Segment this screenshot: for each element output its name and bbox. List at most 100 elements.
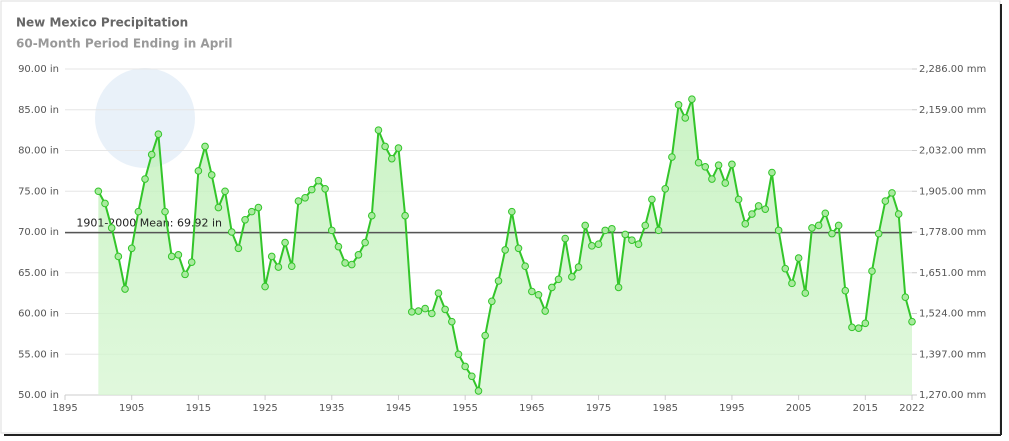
point	[768, 168, 776, 177]
point	[374, 126, 383, 134]
point	[834, 221, 843, 230]
point	[561, 234, 569, 243]
point	[474, 387, 483, 395]
y2-tick-label: 1,905.00 mm	[919, 186, 986, 197]
point	[267, 252, 276, 261]
y-tick-label: 60.00 in	[18, 309, 59, 320]
x-tick-label: 1915	[186, 403, 211, 414]
point	[808, 224, 816, 232]
point	[307, 185, 316, 194]
point	[541, 307, 549, 315]
point	[414, 307, 423, 315]
point	[181, 270, 189, 279]
point	[548, 283, 556, 292]
point	[908, 317, 916, 326]
point	[568, 273, 576, 281]
point	[781, 264, 790, 273]
point	[748, 210, 756, 218]
point	[394, 144, 403, 152]
x-tick-label: 1935	[319, 403, 344, 414]
x-tick-label: 2015	[853, 403, 878, 414]
y2-tick-label: 1,397.00 mm	[919, 349, 986, 360]
point	[247, 207, 256, 216]
point	[154, 130, 163, 138]
x-tick-label: 2022	[899, 403, 924, 414]
point	[714, 161, 723, 169]
point	[701, 163, 710, 171]
point	[421, 304, 429, 313]
y-tick-label: 70.00 in	[18, 227, 59, 238]
x-tick-label: 1895	[52, 403, 77, 414]
point	[161, 207, 169, 216]
y-tick-label: 50.00 in	[18, 390, 59, 401]
point	[428, 309, 436, 318]
y2-tick-label: 1,524.00 mm	[919, 309, 986, 320]
point	[461, 362, 469, 371]
point	[894, 210, 903, 218]
y2-tick-label: 1,270.00 mm	[919, 390, 986, 401]
point	[821, 209, 830, 218]
point	[634, 240, 643, 249]
y2-tick-label: 1,778.00 mm	[919, 227, 986, 238]
point	[668, 153, 676, 161]
point	[134, 207, 143, 216]
chart-title: New Mexico Precipitation	[16, 16, 188, 30]
point	[901, 293, 910, 302]
point	[101, 199, 109, 208]
point	[347, 260, 356, 269]
y2-tick-label: 1,651.00 mm	[919, 268, 986, 279]
point	[681, 114, 690, 122]
point	[367, 211, 376, 220]
point	[354, 251, 363, 259]
point	[187, 258, 196, 266]
point	[874, 229, 883, 238]
point	[608, 224, 616, 233]
point	[514, 244, 523, 253]
point	[448, 317, 456, 326]
point	[321, 185, 329, 193]
point	[534, 290, 543, 299]
point	[521, 262, 529, 271]
point	[401, 211, 409, 220]
y2-tick-label: 2,159.00 mm	[919, 105, 986, 116]
point	[501, 246, 509, 254]
point	[147, 150, 156, 159]
point	[481, 331, 489, 340]
point	[721, 179, 730, 187]
point	[774, 226, 783, 235]
point	[868, 267, 876, 275]
point	[468, 372, 476, 381]
point	[121, 285, 129, 293]
point	[674, 101, 683, 109]
point	[841, 286, 850, 295]
point	[881, 197, 890, 205]
point	[334, 242, 343, 251]
point	[408, 308, 416, 316]
point	[708, 175, 716, 183]
point	[301, 193, 309, 202]
point	[628, 236, 636, 244]
point	[381, 142, 389, 151]
y-tick-label: 55.00 in	[18, 349, 59, 360]
x-tick-label: 1985	[653, 403, 678, 414]
x-tick-label: 1995	[719, 403, 744, 414]
y-tick-label: 85.00 in	[18, 105, 59, 116]
point	[287, 262, 296, 271]
point	[127, 244, 136, 253]
point	[141, 175, 149, 183]
point	[734, 195, 743, 204]
logo-watermark	[95, 68, 195, 168]
point	[114, 252, 123, 261]
point	[861, 319, 870, 328]
point	[454, 350, 463, 359]
point	[828, 229, 836, 238]
x-tick-label: 2005	[786, 403, 811, 414]
point	[434, 289, 443, 297]
x-tick-label: 1905	[119, 403, 144, 414]
point	[581, 221, 590, 230]
point	[94, 187, 103, 196]
point	[574, 263, 583, 271]
point	[654, 226, 663, 235]
point	[241, 215, 249, 224]
